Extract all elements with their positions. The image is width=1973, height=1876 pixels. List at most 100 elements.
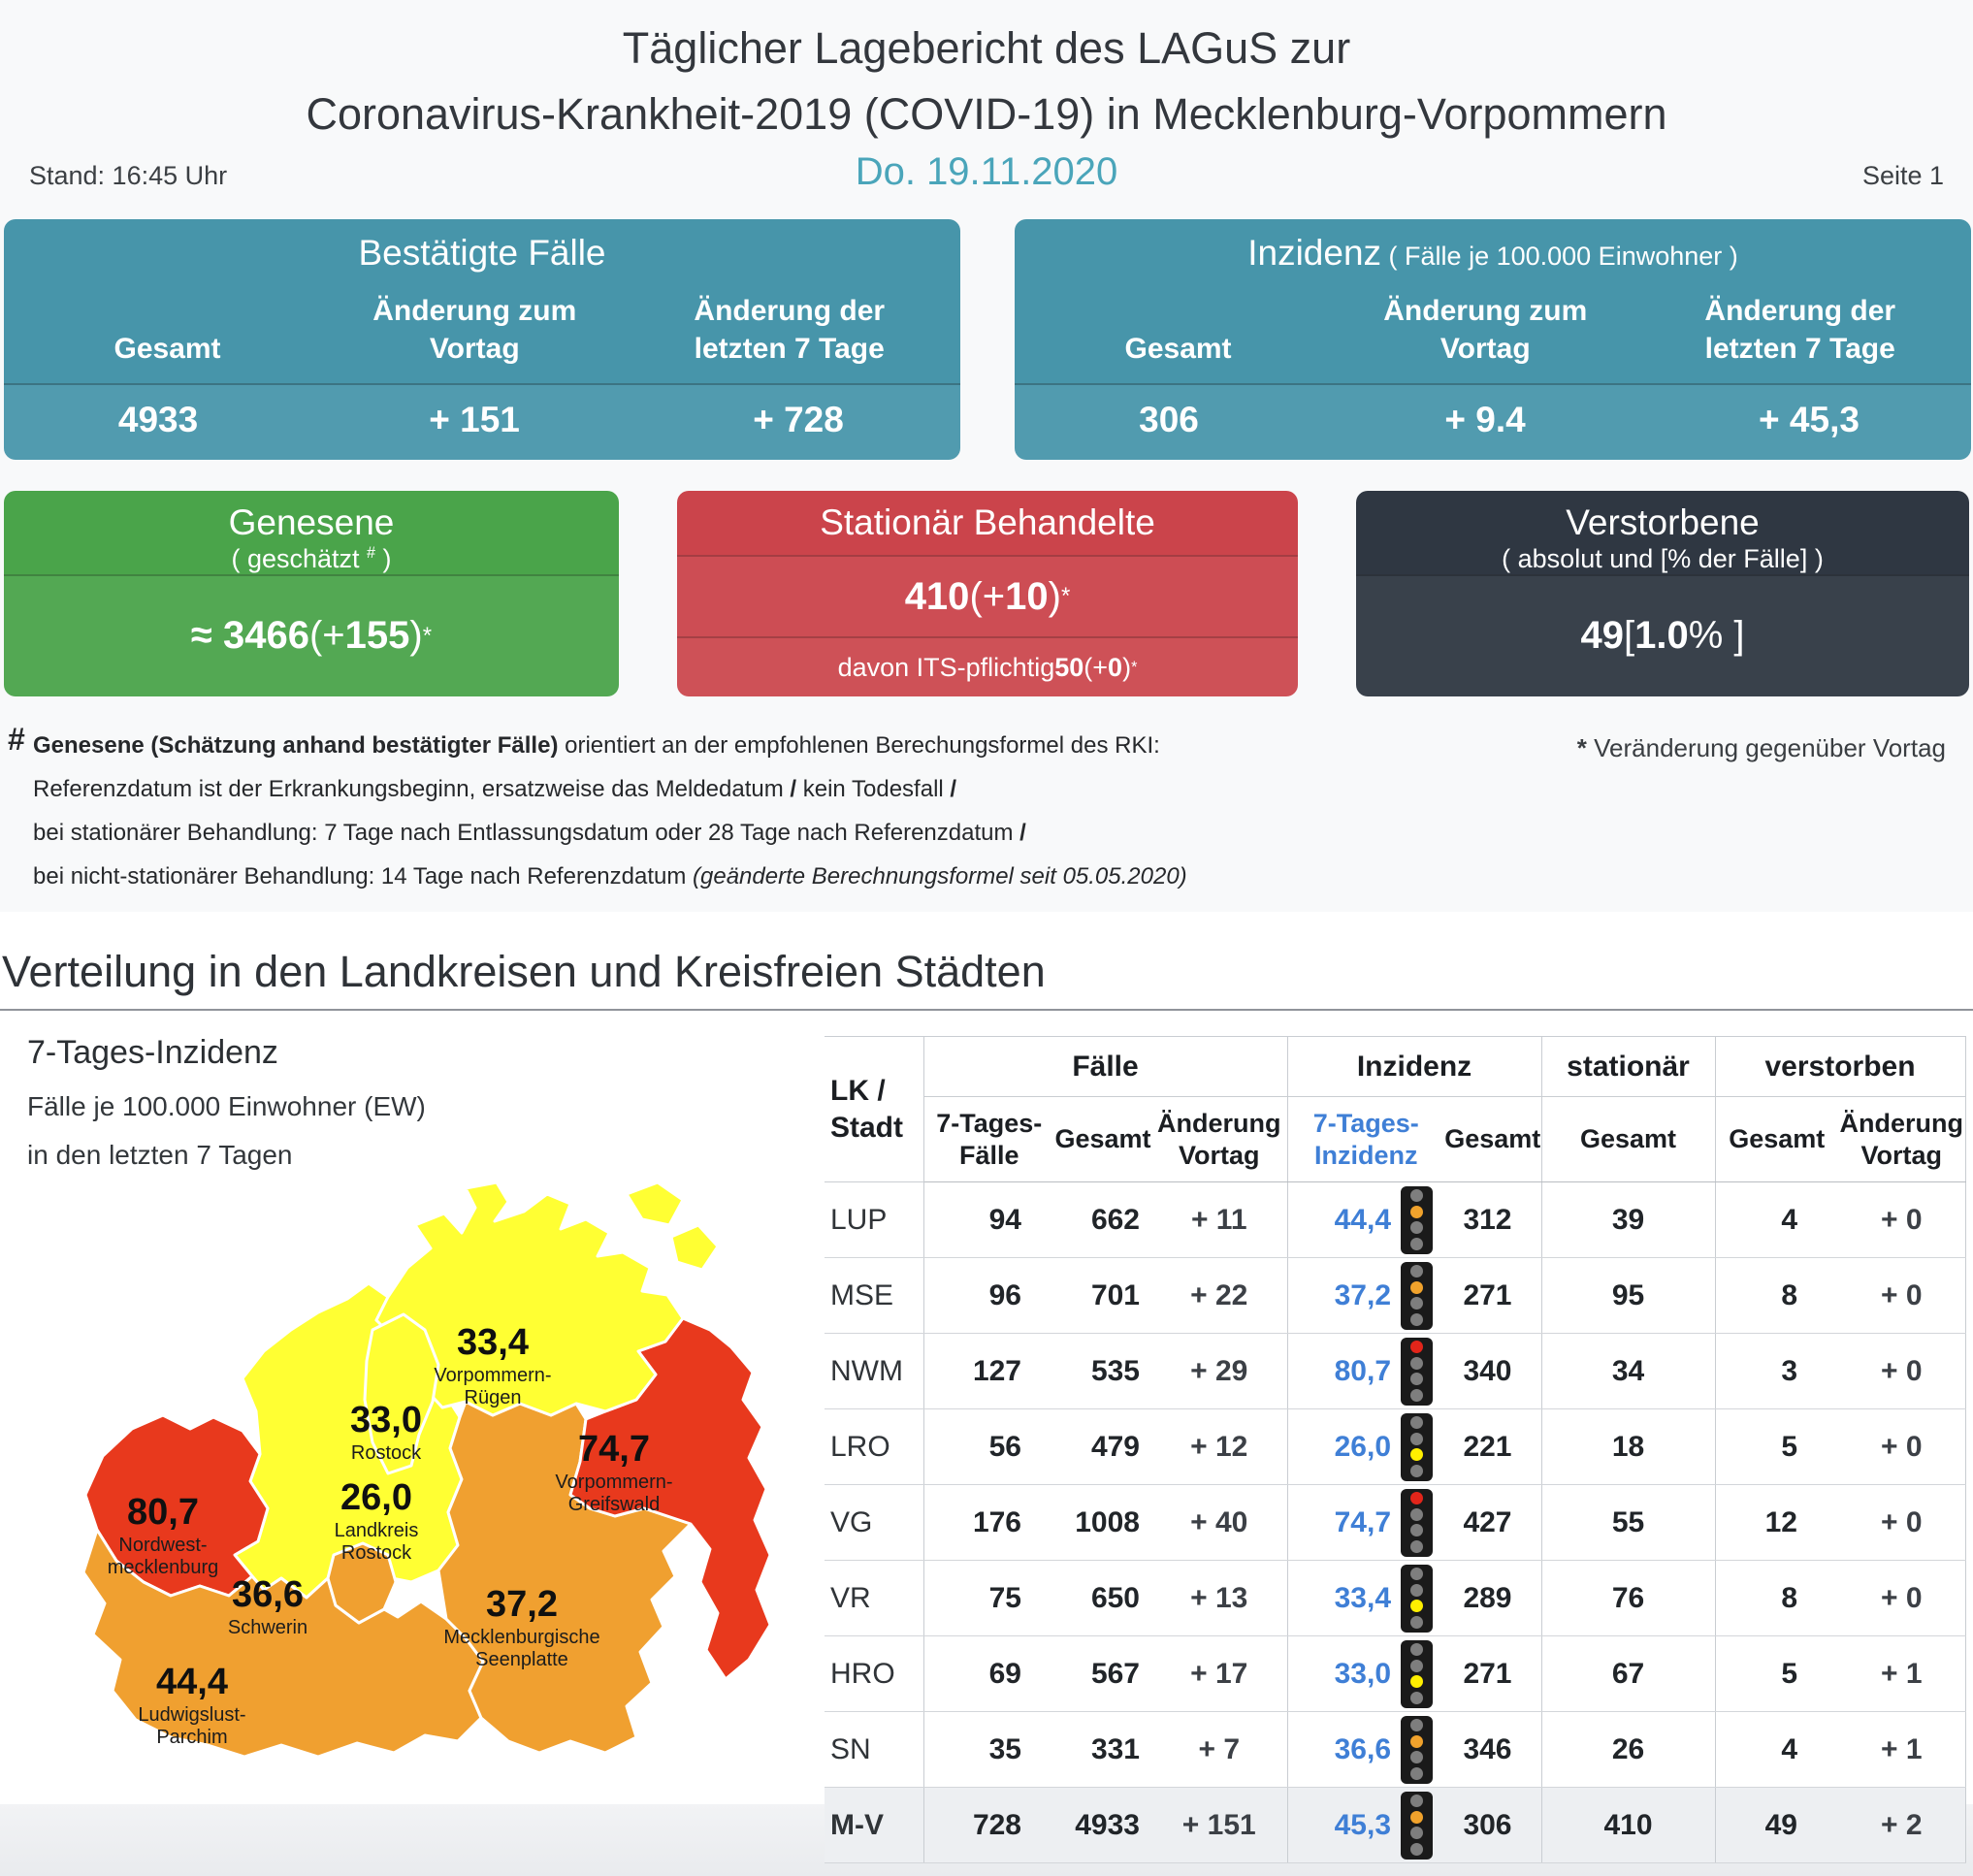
incidence-values: 306 + 9.4 + 45,3 (1015, 383, 1971, 460)
traffic-light-red (1410, 1795, 1423, 1808)
district-id: VR (825, 1560, 923, 1636)
cases-delta-value: + 22 (1151, 1257, 1287, 1334)
incidence-delta-day: + 9.4 (1444, 400, 1526, 439)
cases-delta-value: + 11 (1151, 1181, 1287, 1258)
hospitalized-box: Stationär Behandelte 410 (+ 10 ) * davon … (677, 491, 1298, 696)
group-header-incidence: Inzidenz (1286, 1036, 1541, 1097)
incidence-7day-cell: 26,0 (1286, 1408, 1444, 1485)
deceased-total-value: 4 (1714, 1711, 1838, 1788)
table-row: LRO 56 479 + 12 26,0 221 18 5 + 0 (825, 1408, 1966, 1485)
col-label-delta-day: Änderung zum Vortag (1383, 295, 1588, 365)
traffic-light-orange (1410, 1734, 1423, 1748)
traffic-light-red (1410, 1719, 1423, 1732)
incidence-subtitle: ( Fälle je 100.000 Einwohner ) (1381, 242, 1738, 271)
status-time: Stand: 16:45 Uhr (29, 161, 228, 190)
group-header-deceased: verstorben (1714, 1036, 1966, 1097)
traffic-light-orange (1410, 1810, 1423, 1824)
incidence-total-value: 271 (1444, 1257, 1541, 1334)
deceased-value: 49 [ 1.0 % ] (1356, 573, 1969, 696)
traffic-light-red (1410, 1492, 1423, 1505)
footnote-line-3: bei stationärer Behandlung: 7 Tage nach … (33, 820, 1026, 846)
incidence-7day-cell: 33,0 (1286, 1635, 1444, 1712)
hospitalized-title: Stationär Behandelte (820, 502, 1155, 542)
traffic-light-green (1410, 1237, 1423, 1250)
cases-7day-value: 35 (922, 1711, 1054, 1788)
footnote-line-1: Genesene (Schätzung anhand bestätigter F… (33, 732, 1160, 759)
map-label-name-rostock-stadt: Rostock (351, 1442, 422, 1464)
section-divider (0, 1009, 1973, 1011)
traffic-light-yellow (1410, 1524, 1423, 1537)
col-label-delta-week: Änderung der letzten 7 Tage (1704, 295, 1896, 365)
district-table-body: LUP 94 662 + 11 44,4 312 39 4 + 0 MSE 96… (825, 1181, 1966, 1863)
icu-value: davon ITS-pflichtig 50 (+ 0) * (677, 636, 1298, 696)
incidence-7day-cell: 44,4 (1286, 1181, 1444, 1258)
traffic-light-green (1410, 1464, 1423, 1477)
region-vorpommern-greifswald (568, 1316, 772, 1681)
footnote-row: # Genesene (Schätzung anhand bestätigter… (0, 722, 1973, 898)
traffic-light-green (1410, 1691, 1423, 1704)
deceased-delta-value: + 0 (1838, 1181, 1966, 1258)
cases-7day-value: 56 (922, 1408, 1054, 1485)
recovered-subtitle: ( geschätzt # ) (231, 543, 392, 573)
traffic-light-orange (1410, 1280, 1423, 1294)
stats-row-1: Bestätigte Fälle Gesamt Änderung zum Vor… (0, 219, 1973, 460)
deceased-delta-value: + 0 (1838, 1408, 1966, 1485)
section-title: Verteilung in den Landkreisen und Kreisf… (2, 947, 1046, 996)
summary-section: Täglicher Lagebericht des LAGuS zur Coro… (0, 0, 1973, 912)
traffic-light-green (1410, 1312, 1423, 1326)
cases-total-value: 662 (1054, 1181, 1151, 1258)
hospital-total-value: 55 (1540, 1484, 1715, 1561)
hash-marker: # (8, 722, 25, 757)
incidence-headers: Gesamt Änderung zum Vortag Änderung der … (1015, 274, 1971, 383)
deceased-total-value: 8 (1714, 1257, 1838, 1334)
traffic-light-icon (1401, 1639, 1433, 1708)
incidence-7day-value: 37,2 (1334, 1278, 1391, 1311)
group-header-hospital: stationär (1540, 1036, 1715, 1097)
traffic-light-icon (1401, 1564, 1433, 1633)
deceased-total-value: 5 (1714, 1635, 1838, 1712)
recovered-value: ≈ 3466 (+ 155 ) * (4, 573, 619, 696)
traffic-light-icon (1401, 1261, 1433, 1330)
deceased-delta-value: + 0 (1838, 1333, 1966, 1409)
incidence-total-value: 289 (1444, 1560, 1541, 1636)
incidence-7day-value: 80,7 (1334, 1354, 1391, 1387)
subheader-deceased-delta: Änderung Vortag (1838, 1096, 1966, 1182)
incidence-total-value: 427 (1444, 1484, 1541, 1561)
table-row: M-V 728 4933 + 151 45,3 306 410 49 + 2 (825, 1787, 1966, 1863)
hospital-total-value: 67 (1540, 1635, 1715, 1712)
region-ruegen-island-1 (625, 1181, 685, 1227)
region-rostock-stadt (363, 1312, 440, 1475)
map-label-name-vorpommern-greifswald: Vorpommern- (555, 1472, 672, 1493)
hospital-total-value: 76 (1540, 1560, 1715, 1636)
table-row: HRO 69 567 + 17 33,0 271 67 5 + 1 (825, 1635, 1966, 1712)
cases-delta-value: + 17 (1151, 1635, 1287, 1712)
incidence-total-value: 306 (1444, 1787, 1541, 1863)
region-ruegen-island-2 (669, 1223, 720, 1272)
cases-delta-value: + 151 (1151, 1787, 1287, 1863)
incidence-7day-cell: 37,2 (1286, 1257, 1444, 1334)
footnote-line-2: Referenzdatum ist der Erkrankungsbeginn,… (33, 776, 957, 802)
traffic-light-yellow (1410, 1448, 1423, 1462)
map-label-name-vorpommern-greifswald: Greifswald (568, 1494, 660, 1515)
hospital-total-value: 95 (1540, 1257, 1715, 1334)
incidence-7day-value: 45,3 (1334, 1808, 1391, 1841)
cases-7day-value: 176 (922, 1484, 1054, 1561)
map-label-name-landkreis-rostock: Rostock (341, 1542, 412, 1564)
col-label-total: Gesamt (1124, 333, 1232, 365)
subheader-deceased-total: Gesamt (1714, 1096, 1838, 1182)
traffic-light-red (1410, 1341, 1423, 1354)
deceased-total-value: 4 (1714, 1181, 1838, 1258)
table-row: VG 176 1008 + 40 74,7 427 55 12 + 0 (825, 1484, 1966, 1561)
confirmed-cases-headers: Gesamt Änderung zum Vortag Änderung der … (4, 274, 960, 383)
col-label-total: Gesamt (113, 333, 221, 365)
district-id: HRO (825, 1635, 923, 1712)
cases-delta-value: + 29 (1151, 1333, 1287, 1409)
map-label-name-ludwigslust-parchim: Ludwigslust- (138, 1704, 245, 1726)
traffic-light-green (1410, 1388, 1423, 1402)
page-title-line1: Täglicher Lagebericht des LAGuS zur (622, 23, 1351, 73)
subheader-cases-total: Gesamt (1054, 1096, 1151, 1182)
subheader-7day-incidence: 7-Tages- Inzidenz (1286, 1096, 1444, 1182)
region-vorpommern-ruegen (374, 1181, 685, 1417)
incidence-total-value: 271 (1444, 1635, 1541, 1712)
